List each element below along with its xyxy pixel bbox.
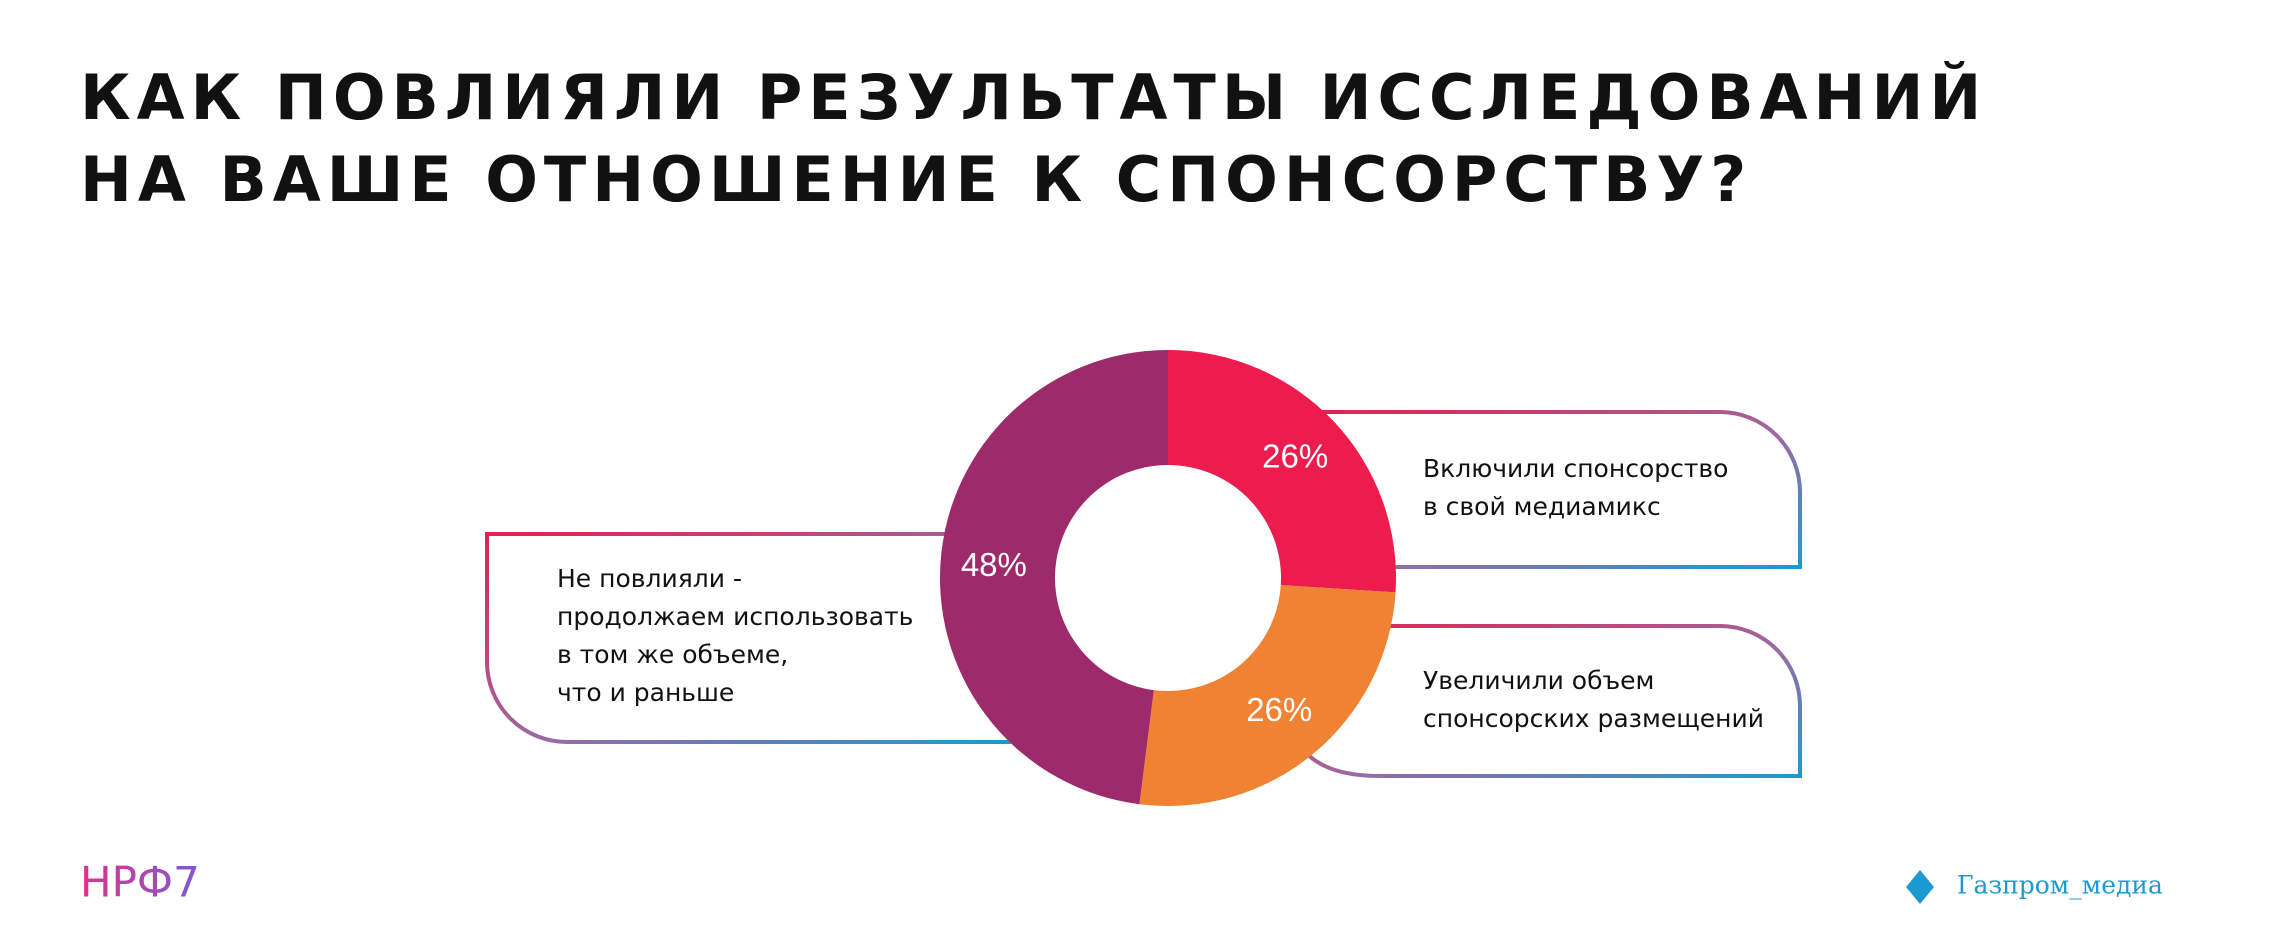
category-label: в свой медиамикс [1423,492,1661,521]
category-label: спонсорских размещений [1423,704,1764,733]
logo-icon [1906,870,1934,904]
callout-box [485,532,1011,744]
logo-right: Газпром_медиа [1957,871,2163,900]
logo-left: НРФ7 [80,858,200,907]
title-line: НА ВАШЕ ОТНОШЕНИЕ К СПОНСОРСТВУ? [80,143,1752,216]
category-label: что и раньше [557,678,734,707]
category-label: в том же объеме, [557,640,788,669]
value-label: 48% [961,546,1027,583]
value-label: 26% [1262,437,1328,474]
category-label: Включили спонсорство [1423,454,1728,483]
category-label: Увеличили объем [1423,666,1654,695]
slice [940,350,1168,805]
slice [1139,585,1396,806]
category-label: продолжаем использовать [557,602,913,631]
slice [1168,350,1397,593]
title-line: КАК ПОВЛИЯЛИ РЕЗУЛЬТАТЫ ИССЛЕДОВАНИЙ [80,61,1987,134]
category-label: Не повлияли - [557,564,742,593]
callout-box [1298,624,1802,778]
callout-box [1317,410,1802,569]
value-label: 26% [1246,691,1312,728]
